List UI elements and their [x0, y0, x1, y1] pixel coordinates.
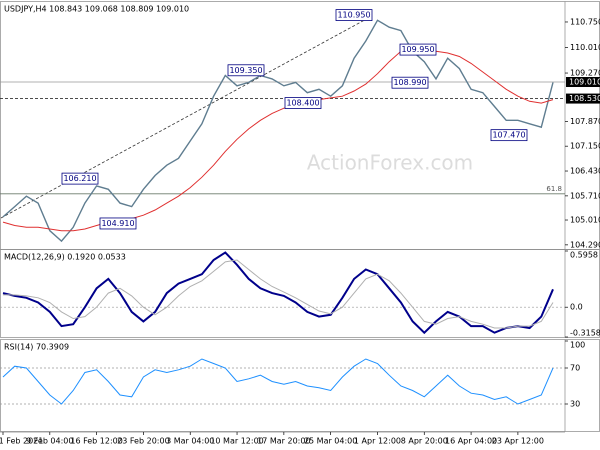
series-line — [2, 358, 554, 405]
x-tick-label: 3 Mar 04:00 — [166, 437, 214, 446]
annotation-box — [284, 97, 322, 109]
panel-header: MACD(12,26,9) 0.1920 0.0533 — [4, 253, 126, 262]
y-tick-label: 0.5958 — [570, 251, 598, 260]
annotation-box — [391, 76, 429, 89]
annotation-label: 104.910 — [101, 219, 134, 228]
series-line — [2, 19, 554, 243]
x-tick-label: 23 Feb 20:00 — [117, 437, 169, 446]
x-tick-label: 25 Mar 04:00 — [304, 437, 357, 446]
y-tick-label: 105.010 — [570, 216, 600, 225]
y-tick-label: 110.010 — [570, 43, 600, 52]
annotation-box — [399, 43, 437, 56]
y-tick-label: 100 — [570, 341, 585, 350]
fib-label: 61.8 — [546, 185, 562, 193]
annotation-label: 109.350 — [229, 66, 262, 75]
series-line — [3, 259, 554, 329]
price-tag — [566, 77, 600, 88]
series-line — [2, 47, 554, 232]
x-tick-label: 16 Feb 12:00 — [70, 437, 122, 446]
y-tick-label: 104.290 — [570, 240, 600, 249]
y-tick-label: 110.750 — [570, 17, 600, 26]
y-tick-label: 105.710 — [570, 191, 600, 200]
annotation-label: 109.950 — [401, 45, 434, 54]
annotation-box — [335, 9, 373, 21]
x-tick-label: 8 Apr 20:00 — [401, 437, 448, 446]
x-tick-label: 17 Mar 20:00 — [257, 437, 310, 446]
x-tick-label: 1 Apr 12:00 — [354, 437, 401, 446]
x-tick-label: 9 Feb 04:00 — [26, 437, 73, 446]
y-tick-label: 107.150 — [570, 142, 600, 151]
series-line — [2, 251, 554, 335]
annotation-label: 110.950 — [337, 11, 370, 20]
annotation-box — [227, 64, 265, 77]
price-tag — [566, 93, 600, 104]
annotation-label: 108.400 — [286, 99, 319, 108]
panel-header: RSI(14) 70.3909 — [4, 343, 69, 352]
annotation-label: 108.990 — [393, 78, 426, 87]
panel-header: USDJPY,H4 108.843 109.068 108.809 109.01… — [4, 5, 189, 14]
y-tick-label: 30 — [570, 400, 580, 409]
y-tick-label: 0.0 — [570, 303, 583, 312]
x-tick-label: 10 Mar 12:00 — [210, 437, 263, 446]
annotation-box — [99, 217, 137, 230]
annotation-box — [490, 129, 528, 142]
x-tick-label: 1 Feb 2021 — [0, 437, 43, 446]
y-tick-label: 109.270 — [570, 69, 600, 78]
annotation-box — [61, 172, 99, 185]
x-tick-label: 23 Apr 12:00 — [492, 437, 544, 446]
price-tag-label: 108.530 — [569, 94, 600, 103]
y-tick-label: 70 — [570, 364, 580, 373]
y-tick-label: 107.870 — [570, 117, 600, 126]
price-tag-label: 109.010 — [569, 78, 600, 87]
y-tick-label: 106.430 — [570, 167, 600, 176]
x-tick-label: 16 Apr 04:00 — [445, 437, 497, 446]
annotation-label: 106.210 — [63, 174, 96, 183]
watermark: ActionForex.com — [307, 151, 473, 175]
y-tick-label: -0.3158 — [570, 329, 600, 338]
annotation-label: 107.470 — [492, 131, 525, 140]
